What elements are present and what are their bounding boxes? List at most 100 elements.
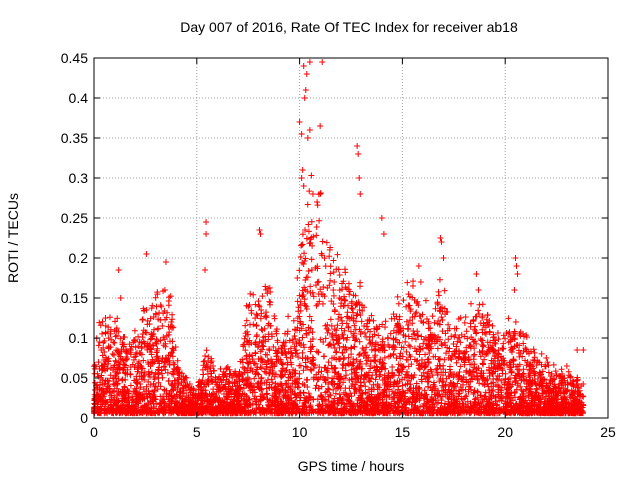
- data-point: [154, 326, 161, 333]
- data-point: [435, 288, 442, 295]
- data-point: [355, 352, 362, 359]
- data-point: [336, 272, 343, 279]
- data-point: [400, 297, 407, 304]
- data-point: [520, 370, 527, 377]
- data-point: [141, 369, 148, 376]
- data-point: [256, 303, 263, 310]
- data-point: [416, 351, 423, 358]
- data-point: [95, 342, 102, 349]
- data-point: [499, 367, 506, 374]
- data-point: [306, 240, 313, 247]
- data-point: [479, 301, 486, 308]
- data-point: [299, 334, 306, 341]
- data-point: [349, 305, 356, 312]
- data-point: [138, 376, 145, 383]
- data-point: [302, 286, 309, 293]
- data-point: [244, 378, 251, 385]
- data-point: [110, 380, 117, 387]
- data-point: [385, 335, 392, 342]
- data-point: [397, 350, 404, 357]
- data-point: [342, 391, 349, 398]
- data-point: [168, 318, 175, 325]
- data-point: [418, 333, 425, 340]
- data-point: [297, 320, 304, 327]
- data-point: [322, 389, 329, 396]
- data-point: [111, 362, 118, 369]
- data-point: [308, 317, 315, 324]
- data-point: [377, 356, 384, 363]
- data-point: [448, 333, 455, 340]
- data-point: [545, 369, 552, 376]
- data-point: [358, 382, 365, 389]
- data-point: [415, 302, 422, 309]
- data-point: [406, 302, 413, 309]
- data-point: [202, 353, 209, 360]
- data-point: [410, 278, 417, 285]
- data-point: [119, 376, 126, 383]
- data-point: [440, 366, 447, 373]
- data-point: [472, 323, 479, 330]
- data-point: [313, 232, 320, 239]
- data-point: [396, 353, 403, 360]
- data-point: [447, 363, 454, 370]
- data-point: [250, 291, 257, 298]
- data-point: [319, 238, 326, 245]
- data-point: [462, 314, 469, 321]
- data-point: [431, 319, 438, 326]
- data-point: [299, 287, 306, 294]
- data-point: [437, 355, 444, 362]
- data-point: [138, 369, 145, 376]
- data-point: [165, 378, 172, 385]
- data-point: [243, 338, 250, 345]
- data-point: [438, 340, 445, 347]
- data-point: [253, 333, 260, 340]
- data-point: [482, 351, 489, 358]
- data-point: [499, 345, 506, 352]
- data-point: [401, 395, 408, 402]
- data-point: [309, 242, 316, 249]
- data-point: [368, 346, 375, 353]
- data-point: [330, 257, 337, 264]
- data-point: [283, 354, 290, 361]
- data-point: [114, 392, 121, 399]
- data-point: [170, 324, 177, 331]
- data-point: [176, 389, 183, 396]
- data-point: [402, 338, 409, 345]
- data-point: [207, 373, 214, 380]
- data-point: [292, 336, 299, 343]
- data-point: [521, 333, 528, 340]
- data-point: [259, 293, 266, 300]
- data-point: [345, 280, 352, 287]
- data-point: [315, 278, 322, 285]
- data-point: [174, 357, 181, 364]
- data-point: [96, 339, 103, 346]
- data-point: [405, 326, 412, 333]
- data-point: [101, 348, 108, 355]
- data-point: [358, 318, 365, 325]
- data-point: [109, 351, 116, 358]
- data-point: [550, 361, 557, 368]
- data-point: [325, 359, 332, 366]
- data-point: [545, 362, 552, 369]
- data-point: [458, 331, 465, 338]
- data-point: [300, 403, 307, 410]
- data-point: [129, 396, 136, 403]
- data-point: [300, 367, 307, 374]
- data-point: [512, 319, 519, 326]
- data-point: [304, 201, 311, 208]
- data-point: [257, 375, 264, 382]
- data-point: [387, 330, 394, 337]
- data-point: [252, 315, 259, 322]
- data-point: [334, 322, 341, 329]
- data-point: [432, 305, 439, 312]
- data-point: [155, 325, 162, 332]
- data-point: [139, 316, 146, 323]
- data-point: [410, 327, 417, 334]
- data-point: [137, 380, 144, 387]
- data-point: [439, 328, 446, 335]
- data-point: [305, 221, 312, 228]
- data-point: [145, 378, 152, 385]
- data-point: [347, 345, 354, 352]
- data-point: [402, 381, 409, 388]
